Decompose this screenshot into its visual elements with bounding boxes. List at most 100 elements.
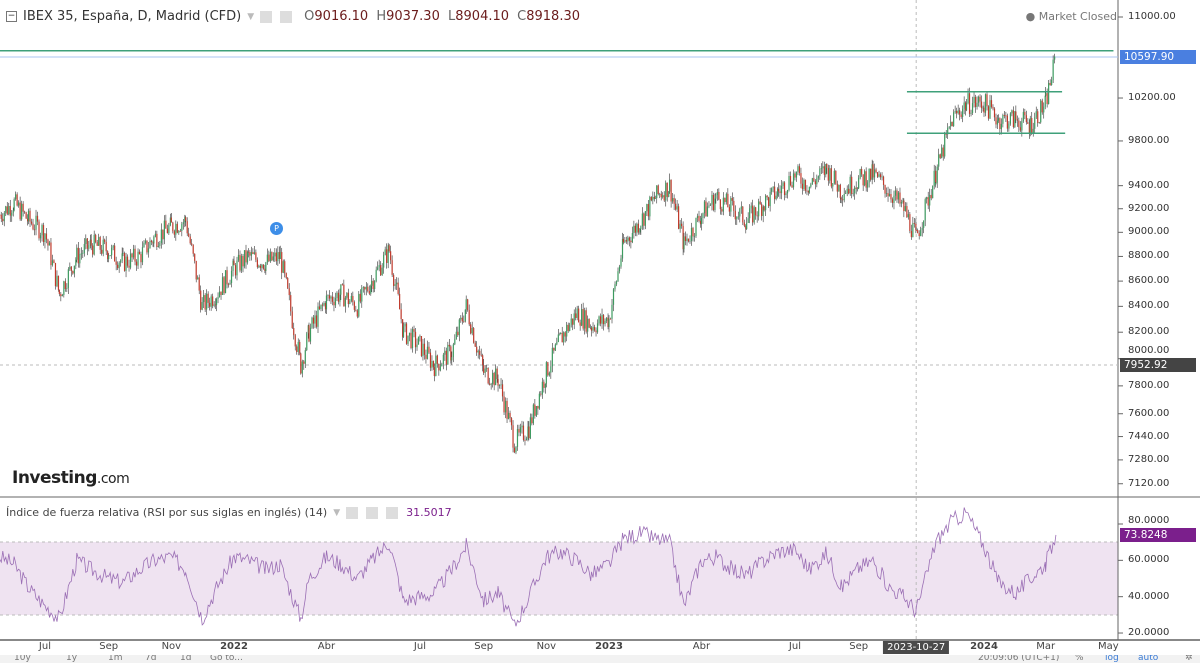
candle [293, 327, 295, 336]
settings-icon[interactable]: ✲ [1185, 655, 1193, 663]
candle [173, 231, 175, 235]
candle [312, 317, 315, 324]
candle [64, 281, 66, 290]
candle [996, 120, 999, 125]
time-tick-label: 2023-10-27 [883, 641, 950, 654]
candle [346, 292, 348, 298]
eye-icon[interactable] [260, 10, 273, 23]
auto-toggle[interactable]: auto [1138, 655, 1159, 663]
candle [758, 201, 760, 217]
candle [951, 121, 953, 127]
candle [51, 260, 54, 266]
close-icon[interactable] [386, 506, 399, 519]
candle [318, 306, 321, 309]
candle [361, 288, 363, 302]
gear-icon[interactable] [366, 506, 379, 519]
goto-button[interactable]: Go to... [210, 655, 243, 663]
candle [474, 342, 476, 347]
candle [128, 265, 130, 268]
candle [858, 177, 860, 189]
candle [331, 296, 334, 302]
candle [1043, 106, 1045, 113]
candle [2, 218, 4, 222]
collapse-icon[interactable]: − [6, 11, 17, 22]
candle [973, 96, 975, 104]
range-10y[interactable]: 10y [14, 655, 31, 663]
candle [813, 178, 815, 182]
percent-toggle[interactable]: % [1075, 655, 1084, 663]
candle [160, 229, 162, 244]
candle [1045, 93, 1047, 96]
candle [538, 393, 540, 409]
chevron-down-icon[interactable]: ▼ [247, 11, 255, 22]
candle [725, 193, 727, 203]
candle [465, 299, 467, 310]
candle [560, 332, 562, 334]
candle [779, 191, 781, 194]
range-1d[interactable]: 1d [180, 655, 192, 663]
candle [692, 227, 694, 237]
candle [569, 324, 571, 331]
candle [300, 353, 302, 374]
candle [825, 164, 827, 175]
candle [237, 254, 240, 261]
candle [609, 318, 612, 320]
candle [414, 331, 417, 348]
chevron-down-icon[interactable]: ▼ [333, 507, 341, 518]
candle [959, 110, 961, 115]
candle [498, 384, 501, 386]
candle [500, 384, 502, 386]
candle [913, 223, 915, 224]
candle [397, 282, 399, 294]
candle [32, 223, 34, 230]
candle [899, 192, 901, 204]
candle [311, 317, 313, 328]
candle [229, 282, 231, 285]
candle [896, 190, 898, 200]
candle [904, 206, 906, 212]
candle [277, 252, 279, 262]
candle [881, 176, 883, 178]
candle [575, 313, 577, 318]
candle [634, 225, 636, 233]
crosshair-price-tag: 7952.92 [1120, 358, 1196, 373]
range-1m[interactable]: 1m [108, 655, 123, 663]
candle [768, 197, 770, 207]
price-tick-label: 7120.00 [1128, 477, 1170, 489]
time-tick-label: May [1097, 641, 1119, 652]
candle [287, 277, 289, 289]
symbol-title[interactable]: IBEX 35, España, D, Madrid (CFD) [23, 9, 242, 24]
candle [394, 284, 396, 286]
candle [501, 384, 504, 397]
candle [903, 200, 905, 212]
candle [681, 223, 683, 227]
gear-icon[interactable] [280, 10, 293, 23]
candle [829, 168, 831, 181]
candle [184, 217, 186, 223]
time-tick-label: Nov [161, 641, 182, 652]
candle [721, 209, 723, 212]
candle [442, 354, 444, 365]
candle [30, 221, 33, 224]
candle [714, 198, 716, 211]
log-toggle[interactable]: log [1105, 655, 1119, 663]
candle [783, 182, 786, 195]
candle [944, 134, 946, 157]
rsi-title[interactable]: Índice de fuerza relativa (RSI por sus s… [6, 506, 328, 519]
candle [454, 338, 456, 345]
candle [473, 328, 475, 343]
eye-icon[interactable] [346, 506, 359, 519]
candle [957, 110, 959, 114]
candle [431, 361, 433, 368]
candle [185, 217, 187, 222]
candle [134, 248, 136, 262]
candle [684, 236, 687, 242]
candle [435, 355, 437, 376]
candle [724, 197, 726, 203]
range-7d[interactable]: 7d [145, 655, 157, 663]
event-marker[interactable]: P [270, 222, 283, 235]
range-1y[interactable]: 1y [66, 655, 78, 663]
candle [848, 188, 850, 194]
candle [519, 427, 522, 433]
